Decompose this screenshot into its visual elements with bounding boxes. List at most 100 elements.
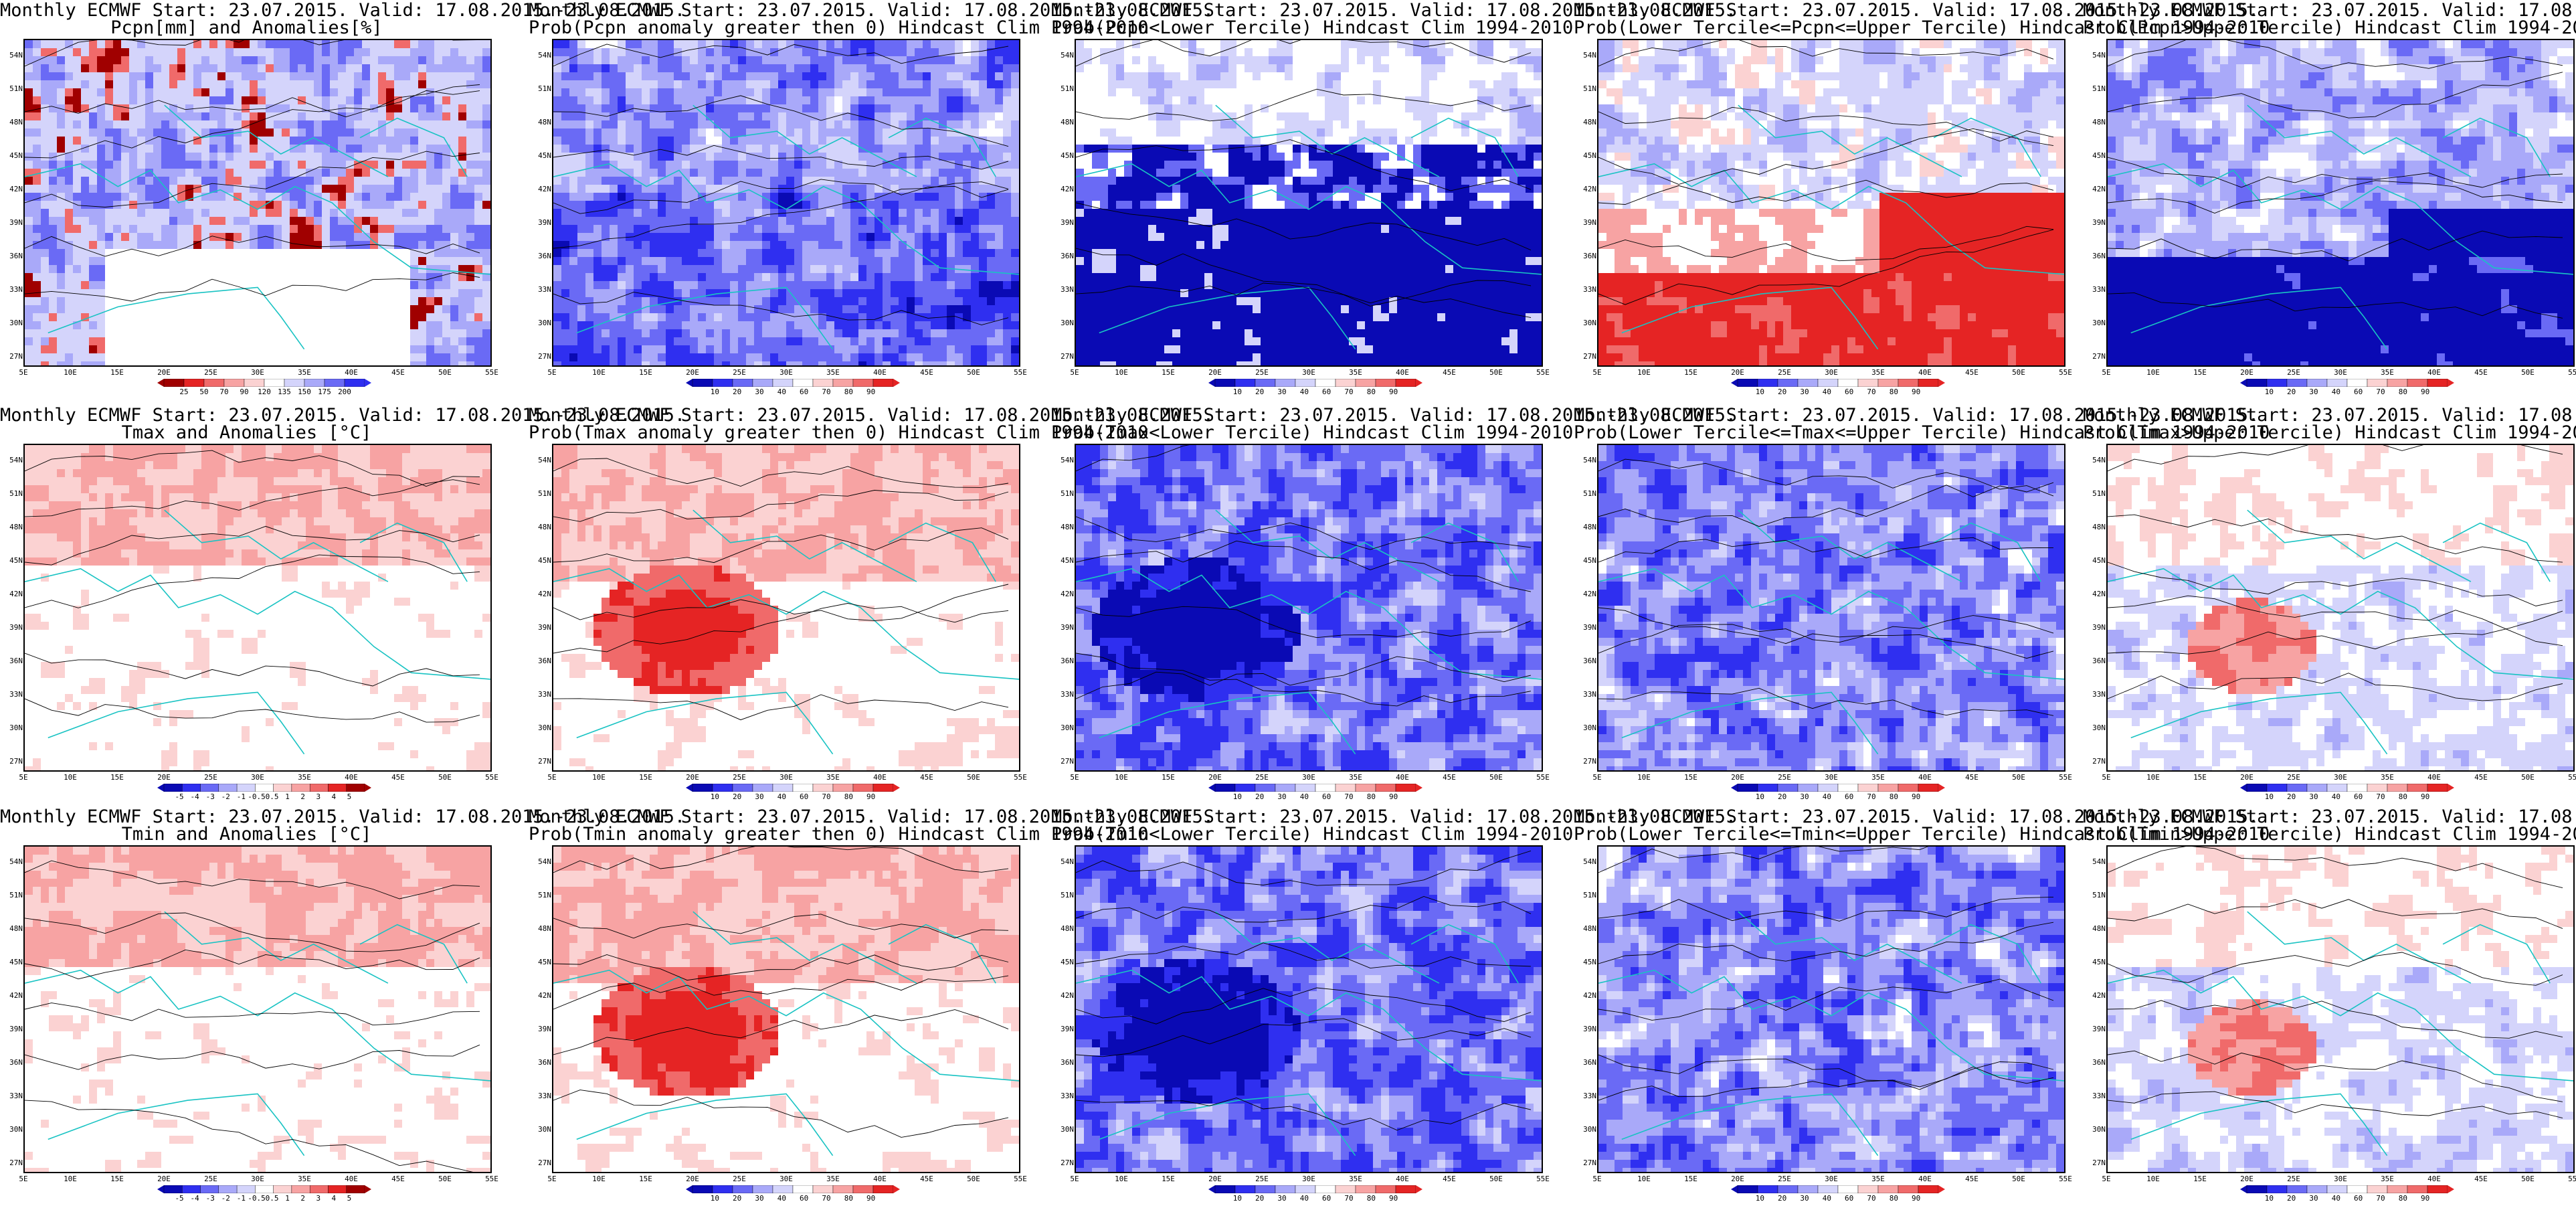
lon-label: 25E	[2280, 773, 2307, 782]
colorbar-tick-label: 40	[1817, 1194, 1837, 1203]
colorbar-swatch	[1395, 1185, 1416, 1193]
lat-label: 54N	[1051, 857, 1074, 866]
contour-line	[2108, 1091, 2563, 1119]
colorbar-swatch	[1857, 784, 1879, 792]
lon-label: 25E	[197, 368, 224, 377]
colorbar-tick-label: 20	[727, 387, 747, 396]
colorbar-swatch	[304, 379, 325, 387]
contour-line	[1076, 850, 1532, 886]
colorbar-swatch	[2367, 1185, 2388, 1193]
lon-label: 50E	[960, 1175, 987, 1183]
lon-label: 20E	[1202, 773, 1228, 782]
contour-line	[2108, 157, 2563, 188]
lon-label: 25E	[1249, 368, 1275, 377]
colorbar-swatch	[1797, 379, 1819, 387]
lon-label: 5E	[539, 773, 565, 782]
panel-title-line2: Tmax and Anomalies [°C]	[0, 424, 493, 442]
panel-title-line1: Monthly ECMWF Start: 23.07.2015. Valid: …	[529, 808, 1214, 826]
map-field	[553, 847, 1019, 1172]
lat-label: 48N	[0, 523, 23, 531]
lat-label: 39N	[1574, 1025, 1596, 1033]
contour-line	[1076, 1018, 1532, 1057]
colorbar-swatch	[772, 784, 794, 792]
colorbar-swatch	[1234, 1185, 1256, 1193]
colorbar-swatch	[203, 379, 225, 387]
lon-label: 20E	[2233, 368, 2260, 377]
colorbar	[2240, 379, 2454, 387]
colorbar-swatch	[1817, 784, 1839, 792]
coastline	[1076, 911, 1542, 1156]
lat-label: 36N	[1051, 252, 1074, 260]
colorbar-tick-label: 80	[2393, 387, 2413, 396]
colorbar-tick-label: 30	[1795, 387, 1815, 396]
colorbar-swatch	[792, 1185, 814, 1193]
colorbar-swatch	[2266, 1185, 2288, 1193]
lat-label: 54N	[2083, 51, 2106, 60]
colorbar-tick-label: 70	[816, 1194, 836, 1203]
lat-label: 33N	[1574, 285, 1596, 294]
lon-label: 5E	[2093, 1175, 2120, 1183]
colorbar-swatch	[2367, 784, 2388, 792]
colorbar-tick-label: 90	[2415, 387, 2435, 396]
colorbar-swatch	[832, 1185, 854, 1193]
lon-label: 45E	[1436, 773, 1463, 782]
lon-label: 35E	[291, 1175, 318, 1183]
coastline	[553, 509, 1019, 755]
colorbar-tick-label: 70	[1339, 1194, 1359, 1203]
colorbar-swatch	[1375, 784, 1396, 792]
lat-label: 39N	[0, 623, 23, 632]
lon-label: 30E	[244, 368, 271, 377]
lon-label: 45E	[385, 1175, 411, 1183]
colorbar-swatch	[692, 1185, 713, 1193]
colorbar-swatch	[2286, 784, 2308, 792]
colorbar-tick-label: 20	[1772, 1194, 1792, 1203]
colorbar-tick-label: 40	[1817, 792, 1837, 801]
lat-label: 33N	[1574, 690, 1596, 699]
colorbar-tick-label: -3	[200, 792, 220, 801]
lon-label: 5E	[1061, 1175, 1088, 1183]
colorbar-arrow-left	[1208, 379, 1215, 387]
contour-line	[1598, 922, 2054, 964]
colorbar-tick-label: 90	[2415, 1194, 2435, 1203]
colorbar-swatch	[1837, 379, 1859, 387]
colorbar-tick-label: 30	[749, 1194, 769, 1203]
coastline	[1076, 509, 1542, 755]
lat-label: 51N	[0, 891, 23, 899]
lon-label: 20E	[1202, 368, 1228, 377]
lon-label: 15E	[1155, 1175, 1182, 1183]
lat-label: 30N	[1051, 723, 1074, 732]
colorbar-swatch	[692, 379, 713, 387]
lon-label: 35E	[2374, 1175, 2401, 1183]
colorbar-arrow-left	[686, 379, 693, 387]
colorbar-tick-label: 150	[294, 387, 314, 396]
colorbar-swatch	[163, 1185, 183, 1193]
colorbar-swatch	[1817, 1185, 1839, 1193]
coastline	[25, 911, 490, 1156]
lon-label: 30E	[1818, 773, 1845, 782]
colorbar-swatch	[291, 1185, 310, 1193]
lat-label: 51N	[1051, 891, 1074, 899]
colorbar-tick-label: 20	[727, 792, 747, 801]
forecast-map	[2106, 39, 2575, 367]
lat-label: 39N	[1574, 218, 1596, 227]
colorbar	[1208, 784, 1422, 792]
lon-label: 10E	[1108, 368, 1135, 377]
coastline	[25, 104, 490, 350]
lon-label: 35E	[820, 1175, 846, 1183]
contour-line	[2108, 595, 2563, 646]
lon-label: 30E	[2327, 1175, 2354, 1183]
lat-label: 42N	[2083, 991, 2106, 1000]
lon-label: 50E	[1483, 773, 1509, 782]
contour-line	[25, 479, 480, 517]
lat-label: 45N	[529, 958, 551, 966]
colorbar-swatch	[752, 1185, 773, 1193]
colorbar-swatch	[218, 1185, 238, 1193]
colorbar-swatch	[2347, 379, 2368, 387]
lon-label: 30E	[2327, 773, 2354, 782]
lat-label: 27N	[2083, 352, 2106, 361]
lon-label: 25E	[726, 1175, 753, 1183]
colorbar	[157, 379, 371, 387]
contour-line	[25, 1044, 480, 1070]
lon-label: 50E	[2005, 1175, 2032, 1183]
colorbar-swatch	[1214, 1185, 1236, 1193]
